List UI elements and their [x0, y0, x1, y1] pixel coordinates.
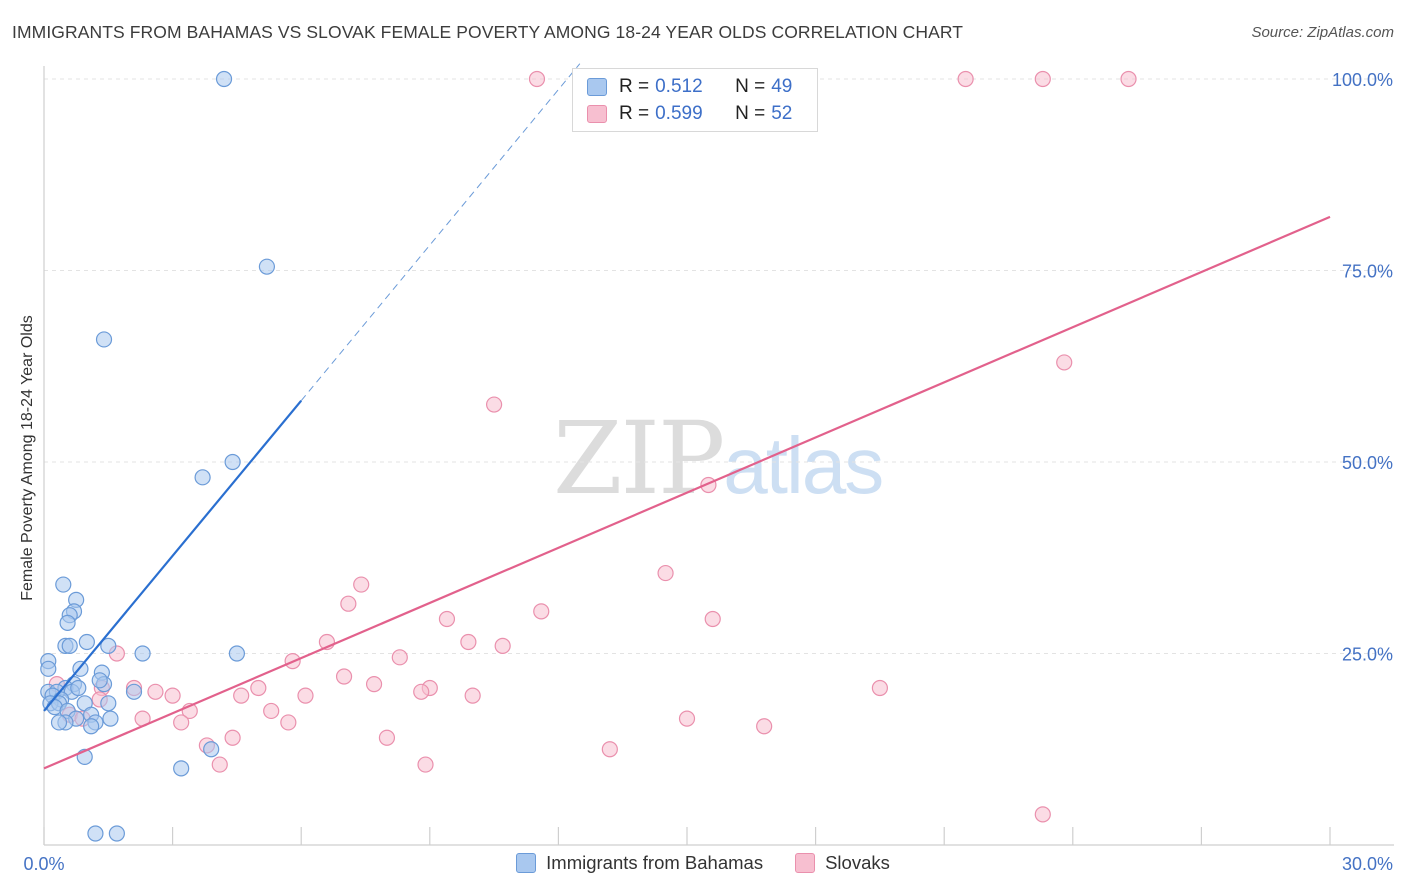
bahamas-point: [40, 660, 57, 677]
bahamas-point: [50, 714, 68, 731]
axes: [43, 66, 1394, 846]
bahamas-point: [215, 70, 233, 88]
slovak-point: [871, 679, 889, 697]
series-swatch-slovak: [795, 853, 816, 873]
slovak-point: [1034, 70, 1051, 88]
legend-n-label: N =: [735, 76, 766, 97]
chart-title: IMMIGRANTS FROM BAHAMAS VS SLOVAK FEMALE…: [12, 22, 964, 42]
y-tick-label: 75.0%: [1342, 262, 1393, 282]
legend-n-label: N =: [735, 103, 766, 124]
bahamas-point: [100, 637, 117, 654]
bahamas-point: [100, 695, 117, 712]
y-tick-label: 50.0%: [1342, 453, 1393, 473]
legend-r-value-bahamas: 0.512: [655, 76, 703, 97]
slovak-point: [211, 756, 228, 773]
slovak-point: [263, 702, 280, 720]
watermark: ZIPatlas: [553, 400, 884, 517]
series-legend-item-bahamas[interactable]: Immigrants from Bahamas: [516, 852, 763, 874]
bahamas-point: [203, 741, 220, 758]
bahamas-point: [258, 258, 276, 275]
slovak-point: [1056, 354, 1073, 371]
bahamas-point: [108, 825, 125, 842]
bahamas-point: [59, 614, 76, 631]
bahamas-point: [87, 825, 104, 842]
bahamas-point: [70, 679, 87, 697]
bahamas-point: [61, 637, 78, 654]
legend-row-bahamas: R = 0.512 N = 49: [587, 74, 792, 100]
bahamas-point: [125, 683, 143, 700]
slovak-point: [756, 718, 773, 735]
legend-r-label: R =: [619, 76, 650, 97]
bahamas-point: [228, 645, 245, 662]
bahamas-point: [134, 645, 151, 662]
x-tick-label: 0.0%: [23, 854, 64, 874]
legend-swatch-slovak: [587, 105, 607, 123]
grid-lines: [44, 78, 1394, 846]
slovak-point: [147, 683, 164, 700]
slovak-point: [464, 687, 481, 704]
slovak-point: [438, 610, 456, 628]
bahamas-point: [224, 453, 241, 471]
slovak-point: [486, 396, 503, 413]
y-tick-label: 25.0%: [1342, 645, 1393, 665]
bahamas-point: [83, 718, 100, 735]
bahamas-point: [194, 469, 211, 486]
legend-n-value-bahamas: 49: [771, 76, 793, 97]
slovak-point: [173, 714, 190, 731]
slovak-point: [353, 576, 370, 593]
series-name-bahamas: Immigrants from Bahamas: [546, 852, 764, 873]
bahamas-point: [102, 710, 119, 727]
slovak-point: [365, 676, 383, 693]
slovak-point: [417, 756, 434, 773]
bahamas-point: [173, 760, 190, 777]
slovak-point: [494, 637, 511, 654]
bahamas-point: [78, 633, 95, 651]
slovak-point: [280, 714, 297, 731]
slovak-point: [297, 687, 314, 704]
slovak-point: [378, 729, 396, 746]
slovak-point: [533, 603, 550, 620]
series-legend-item-slovak[interactable]: Slovaks: [795, 852, 890, 874]
slovak-point: [657, 564, 674, 582]
slovak-point: [340, 595, 357, 612]
x-tick-label: 30.0%: [1342, 854, 1393, 874]
source-credit: Source: ZipAtlas.com: [1251, 24, 1394, 41]
slovak-point: [335, 668, 353, 685]
slovak-point: [250, 679, 267, 697]
bahamas-point: [95, 331, 113, 348]
slovak-point: [224, 729, 241, 746]
slovak-point: [391, 649, 408, 666]
bahamas-trend-extension: [300, 63, 581, 402]
slovak-point: [460, 633, 477, 651]
series-legend: Immigrants from Bahamas Slovaks: [0, 852, 1406, 874]
legend-swatch-bahamas: [587, 78, 607, 96]
tick-labels: 25.0% 50.0% 75.0% 100.0% 0.0% 30.0%: [23, 70, 1393, 874]
y-tick-label: 100.0%: [1332, 70, 1393, 90]
data-points: [40, 70, 1137, 842]
series-name-slovak: Slovaks: [825, 852, 890, 873]
slovak-point: [233, 687, 250, 704]
legend-r-value-slovak: 0.599: [655, 103, 703, 124]
slovak-point: [1120, 70, 1137, 88]
legend-n-value-slovak: 52: [771, 103, 793, 124]
slovak-point: [957, 70, 974, 88]
slovak-point: [164, 687, 181, 704]
slovak-point: [678, 710, 696, 727]
bahamas-trend-line: [43, 400, 303, 712]
series-swatch-bahamas: [516, 853, 537, 873]
slovak-point: [413, 683, 430, 700]
bahamas-point: [55, 576, 72, 593]
slovak-point: [528, 70, 546, 88]
trend-lines: [43, 63, 1331, 770]
legend-row-slovak: R = 0.599 N = 52: [587, 101, 792, 127]
slovak-trend-line: [43, 215, 1331, 770]
legend-r-label: R =: [619, 103, 650, 124]
correlation-legend: R = 0.512 N = 49 R = 0.599 N = 52: [572, 68, 818, 132]
slovak-point: [1034, 806, 1051, 823]
slovak-point: [601, 741, 618, 758]
slovak-point: [704, 610, 721, 628]
watermark-zip: ZIP: [553, 400, 725, 517]
bahamas-point: [91, 672, 108, 689]
